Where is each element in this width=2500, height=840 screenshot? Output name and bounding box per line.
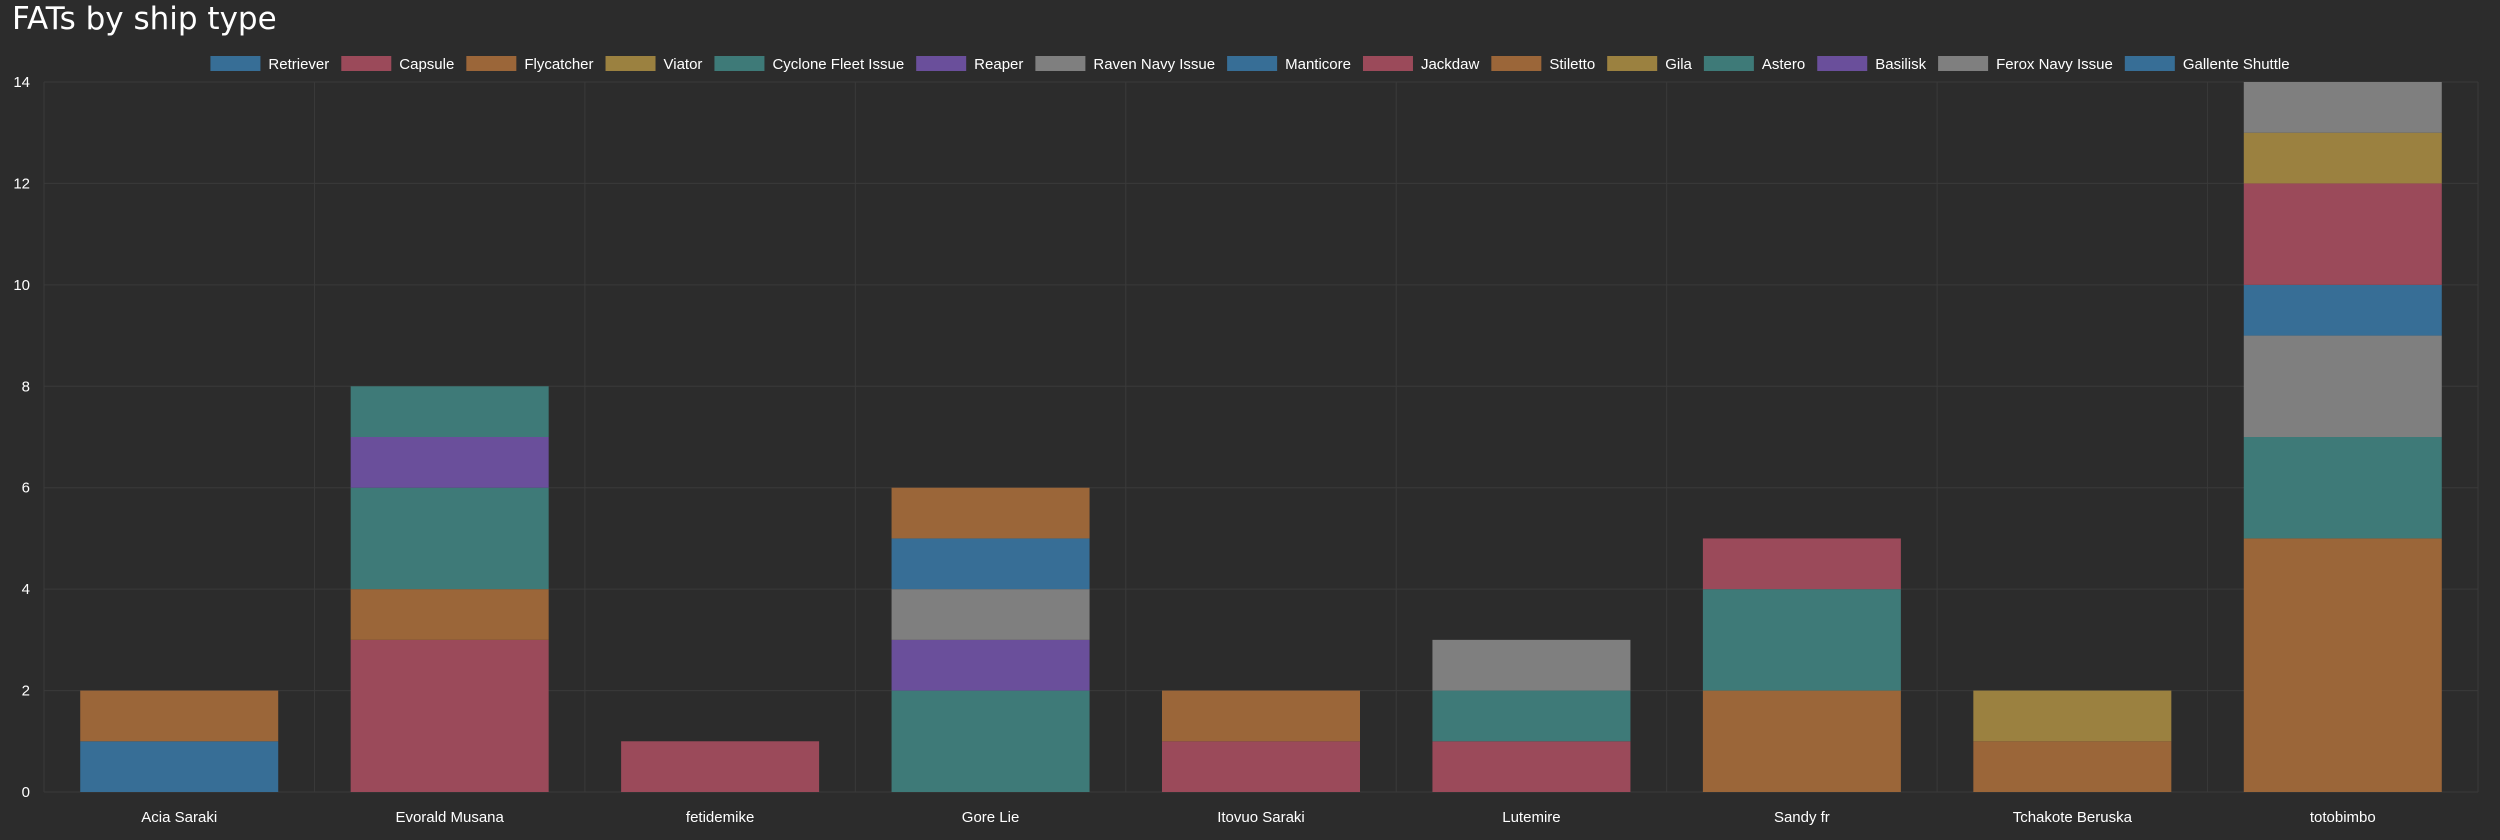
bar-evorald-musana-astero[interactable] <box>350 386 549 437</box>
bar-sandy-fr-jackdaw[interactable] <box>1702 538 1901 590</box>
x-tick-label: Sandy fr <box>1774 809 1830 826</box>
bar-lutemire-raven-navy-issue[interactable] <box>1432 639 1631 691</box>
legend-label: Astero <box>1762 56 1805 73</box>
legend-label: Gila <box>1665 56 1692 73</box>
bar-gore-lie-cyclone-fleet-issue[interactable] <box>891 690 1090 792</box>
bar-totobimbo-ferox-navy-issue[interactable] <box>2243 82 2442 133</box>
legend-label: Manticore <box>1285 56 1351 73</box>
legend-label: Raven Navy Issue <box>1093 56 1215 73</box>
bar-totobimbo-jackdaw[interactable] <box>2243 183 2442 285</box>
bar-lutemire-cyclone-fleet-issue[interactable] <box>1432 690 1631 742</box>
legend-item-gila[interactable]: Gila <box>1607 56 1693 73</box>
legend-swatch <box>1227 56 1278 71</box>
legend-item-jackdaw[interactable]: Jackdaw <box>1362 56 1480 73</box>
bar-totobimbo-gila[interactable] <box>2243 132 2442 184</box>
bar-totobimbo-cyclone-fleet-issue[interactable] <box>2243 437 2442 539</box>
legend-swatch <box>341 56 392 71</box>
legend-item-astero[interactable]: Astero <box>1703 56 1805 73</box>
legend-swatch <box>1362 56 1413 71</box>
bar-tchakote-beruska-viator[interactable] <box>1973 690 2172 742</box>
bar-sandy-fr-cyclone-fleet-issue[interactable] <box>1702 589 1901 691</box>
x-tick-label: Tchakote Beruska <box>2013 809 2133 826</box>
bar-evorald-musana-capsule[interactable] <box>350 639 549 792</box>
bar-itovuo-saraki-capsule[interactable] <box>1162 741 1360 792</box>
legend-label: Flycatcher <box>524 56 593 73</box>
y-tick-label: 10 <box>13 277 30 294</box>
legend-label: Retriever <box>268 56 329 73</box>
legend-swatch <box>916 56 967 71</box>
legend-swatch <box>466 56 517 71</box>
x-tick-label: Itovuo Saraki <box>1217 809 1305 826</box>
bar-gore-lie-reaper[interactable] <box>891 639 1090 691</box>
legend-label: Stiletto <box>1549 56 1595 73</box>
legend-label: Capsule <box>399 56 454 73</box>
x-tick-label: Evorald Musana <box>395 809 504 826</box>
legend-swatch <box>2124 56 2175 71</box>
x-tick-label: totobimbo <box>2310 809 2376 826</box>
page-title: FATs by ship type <box>12 1 277 37</box>
y-axis: 0 2 4 6 8 10 12 14 <box>13 74 30 801</box>
x-tick-label: Gore Lie <box>962 809 1020 826</box>
legend-label: Viator <box>664 56 703 73</box>
legend-label: Ferox Navy Issue <box>1996 56 2113 73</box>
y-tick-label: 14 <box>13 74 30 91</box>
y-tick-label: 0 <box>22 784 30 801</box>
legend-item-raven-navy-issue[interactable]: Raven Navy Issue <box>1035 56 1215 73</box>
bar-tchakote-beruska-flycatcher[interactable] <box>1973 741 2172 792</box>
y-tick-label: 8 <box>22 378 30 395</box>
x-tick-label: fetidemike <box>686 809 754 826</box>
legend-swatch <box>1607 56 1658 71</box>
legend-item-stiletto[interactable]: Stiletto <box>1491 56 1595 73</box>
legend-item-gallente-shuttle[interactable]: Gallente Shuttle <box>2124 56 2290 73</box>
legend-label: Basilisk <box>1875 56 1926 73</box>
legend-swatch <box>1703 56 1754 71</box>
legend-label: Cyclone Fleet Issue <box>772 56 904 73</box>
x-axis: Acia Saraki Evorald Musana fetidemike Gore … <box>141 809 2375 826</box>
legend[interactable]: Retriever Capsule Flycatcher Viator Cyclone … <box>210 56 2290 73</box>
bar-acia-saraki-retriever[interactable] <box>80 741 279 792</box>
x-tick-label: Acia Saraki <box>141 809 217 826</box>
y-tick-label: 4 <box>22 581 30 598</box>
bar-evorald-musana-reaper[interactable] <box>350 437 549 488</box>
x-tick-label: Lutemire <box>1502 809 1560 826</box>
bar-sandy-fr-flycatcher[interactable] <box>1702 690 1901 792</box>
bar-evorald-musana-cyclone-fleet-issue[interactable] <box>350 487 549 590</box>
legend-item-reaper[interactable]: Reaper <box>916 56 1023 73</box>
legend-swatch <box>714 56 765 71</box>
legend-item-ferox-navy-issue[interactable]: Ferox Navy Issue <box>1938 56 2113 73</box>
legend-item-capsule[interactable]: Capsule <box>341 56 454 73</box>
bar-gore-lie-raven-navy-issue[interactable] <box>891 589 1090 640</box>
legend-item-manticore[interactable]: Manticore <box>1227 56 1351 73</box>
bar-acia-saraki-flycatcher[interactable] <box>80 690 279 742</box>
legend-item-viator[interactable]: Viator <box>605 56 703 73</box>
legend-swatch <box>1817 56 1868 71</box>
bar-gore-lie-stiletto[interactable] <box>891 487 1090 539</box>
legend-swatch <box>1035 56 1086 71</box>
legend-item-flycatcher[interactable]: Flycatcher <box>466 56 594 73</box>
legend-swatch <box>210 56 261 71</box>
bar-totobimbo-raven-navy-issue[interactable] <box>2243 335 2442 437</box>
legend-swatch <box>1491 56 1542 71</box>
legend-item-basilisk[interactable]: Basilisk <box>1817 56 1927 73</box>
y-tick-label: 12 <box>13 175 30 192</box>
bar-totobimbo-manticore[interactable] <box>2243 284 2442 336</box>
y-tick-label: 2 <box>22 683 30 700</box>
legend-label: Gallente Shuttle <box>2183 56 2290 73</box>
legend-swatch <box>605 56 656 71</box>
legend-label: Reaper <box>974 56 1023 73</box>
y-tick-label: 6 <box>22 480 30 497</box>
legend-swatch <box>1938 56 1989 71</box>
bar-fetidemike-capsule[interactable] <box>621 741 820 792</box>
bar-gore-lie-manticore[interactable] <box>891 538 1090 590</box>
legend-label: Jackdaw <box>1421 56 1480 73</box>
bars <box>80 82 2442 792</box>
bar-itovuo-saraki-flycatcher[interactable] <box>1162 690 1360 742</box>
bar-lutemire-capsule[interactable] <box>1432 741 1631 792</box>
legend-item-retriever[interactable]: Retriever <box>210 56 329 73</box>
legend-item-cyclone-fleet-issue[interactable]: Cyclone Fleet Issue <box>714 56 904 73</box>
bar-evorald-musana-flycatcher[interactable] <box>350 589 549 640</box>
bar-totobimbo-flycatcher[interactable] <box>2243 538 2442 792</box>
